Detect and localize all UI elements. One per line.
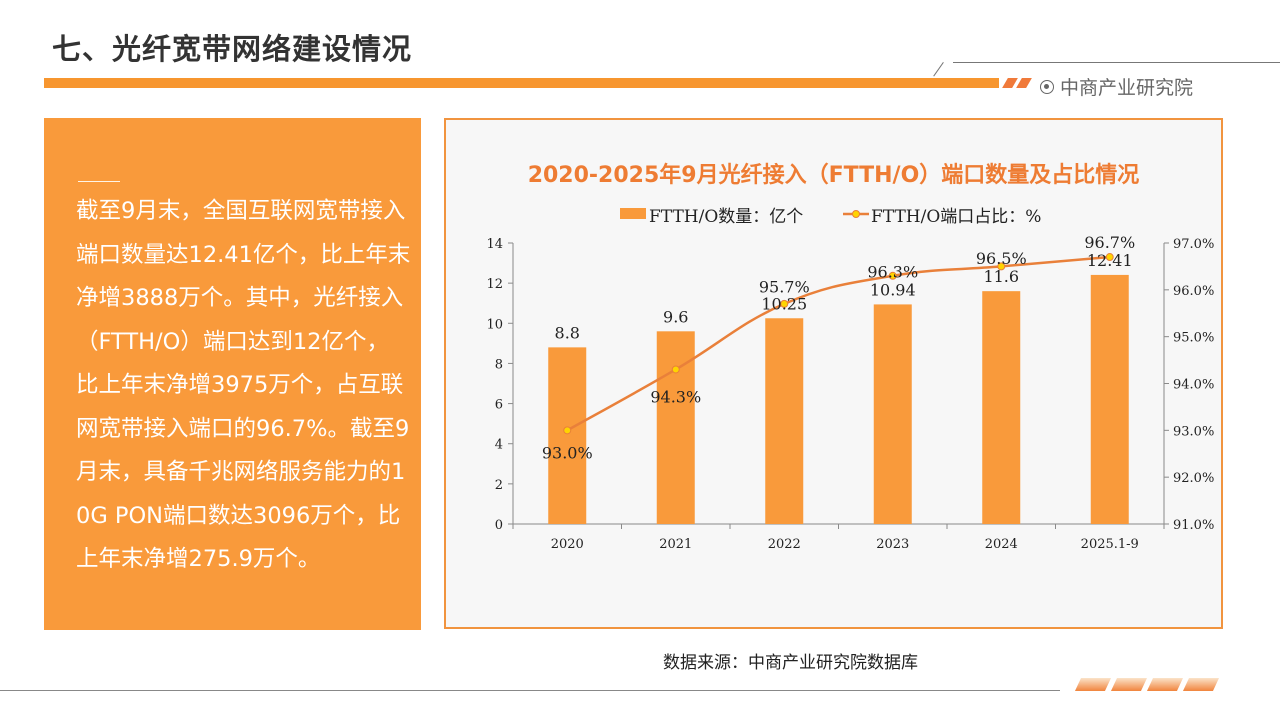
legend-swatch-bar <box>620 208 646 219</box>
bar <box>982 291 1021 524</box>
title-accent-bar <box>44 78 999 88</box>
data-source: 数据来源：中商产业研究院数据库 <box>663 653 918 673</box>
legend-swatch-marker <box>852 210 860 218</box>
y-left-tick-label: 12 <box>486 277 503 292</box>
summary-accent-line <box>78 181 120 182</box>
summary-panel: 截至9月末，全国互联网宽带接入端口数量达12.41亿个，比上年末净增3888万个… <box>44 118 421 630</box>
x-tick-label: 2020 <box>551 537 584 552</box>
brand: 中商产业研究院 <box>1040 73 1193 100</box>
y-left-tick-label: 6 <box>495 398 503 413</box>
chart-legend: FTTH/O数量：亿个 FTTH/O端口占比：% <box>620 207 1041 227</box>
bar-data-label: 8.8 <box>555 323 580 342</box>
bar <box>765 318 804 524</box>
x-tick-label: 2025.1-9 <box>1081 537 1139 552</box>
y-left-tick-label: 10 <box>486 317 503 332</box>
y-left-tick-label: 0 <box>495 518 503 533</box>
y-right-tick-label: 97.0% <box>1173 237 1214 252</box>
brand-name: 中商产业研究院 <box>1060 77 1194 99</box>
line-point <box>888 271 897 280</box>
target-circle-icon <box>1040 79 1054 94</box>
page-title: 七、光纤宽带网络建设情况 <box>52 32 413 66</box>
y-right-tick-label: 94.0% <box>1173 378 1214 393</box>
footer-stripes-decoration <box>1074 678 1220 691</box>
line-data-label: 93.0% <box>542 443 593 462</box>
footer-stripe <box>1110 678 1148 691</box>
y-left-tick-label: 8 <box>495 357 503 372</box>
footer-divider <box>0 690 1060 691</box>
line-data-label: 94.3% <box>650 387 701 406</box>
footer-stripe <box>1074 678 1112 691</box>
bar-data-label: 10.25 <box>761 294 807 313</box>
chart-title: 2020-2025年9月光纤接入（FTTH/O）端口数量及占比情况 <box>527 163 1140 188</box>
line-point <box>780 299 789 308</box>
x-tick-label: 2024 <box>985 537 1018 552</box>
legend-label-line: FTTH/O端口占比：% <box>871 207 1041 227</box>
x-tick-label: 2022 <box>768 537 801 552</box>
line-data-label: 96.3% <box>867 262 918 281</box>
y-right-tick-label: 91.0% <box>1173 518 1214 533</box>
y-right-tick-label: 95.0% <box>1173 331 1214 346</box>
bar <box>656 331 695 524</box>
bar-data-label: 12.41 <box>1087 251 1133 270</box>
legend-label-bar: FTTH/O数量：亿个 <box>649 207 803 227</box>
line-series-path <box>566 255 1110 432</box>
bar <box>873 304 912 524</box>
x-tick-label: 2021 <box>659 537 692 552</box>
summary-text: 截至9月末，全国互联网宽带接入端口数量达12.41亿个，比上年末净增3888万个… <box>76 198 411 572</box>
y-right-tick-label: 96.0% <box>1173 284 1214 299</box>
y-right-tick-label: 93.0% <box>1173 424 1214 439</box>
bar-data-label: 11.6 <box>983 267 1019 286</box>
bar-data-label: 10.94 <box>870 280 916 299</box>
line-point <box>1105 253 1114 262</box>
footer-stripe <box>1182 678 1220 691</box>
bar <box>548 347 587 524</box>
line-data-label: 95.7% <box>759 277 810 296</box>
line-point <box>671 365 680 374</box>
bar <box>1090 274 1129 524</box>
y-left-tick-label: 2 <box>495 478 503 493</box>
y-left-tick-label: 14 <box>486 237 503 252</box>
y-left-tick-label: 4 <box>495 438 503 453</box>
header-divider-line <box>953 62 1280 63</box>
line-point <box>997 262 1006 271</box>
bar-data-label: 9.6 <box>663 307 688 326</box>
footer-stripe <box>1146 678 1184 691</box>
line-point <box>563 426 572 435</box>
y-right-tick-label: 92.0% <box>1173 471 1214 486</box>
x-tick-label: 2023 <box>876 537 909 552</box>
line-data-label: 96.7% <box>1084 233 1135 252</box>
line-data-label: 96.5% <box>976 249 1027 268</box>
